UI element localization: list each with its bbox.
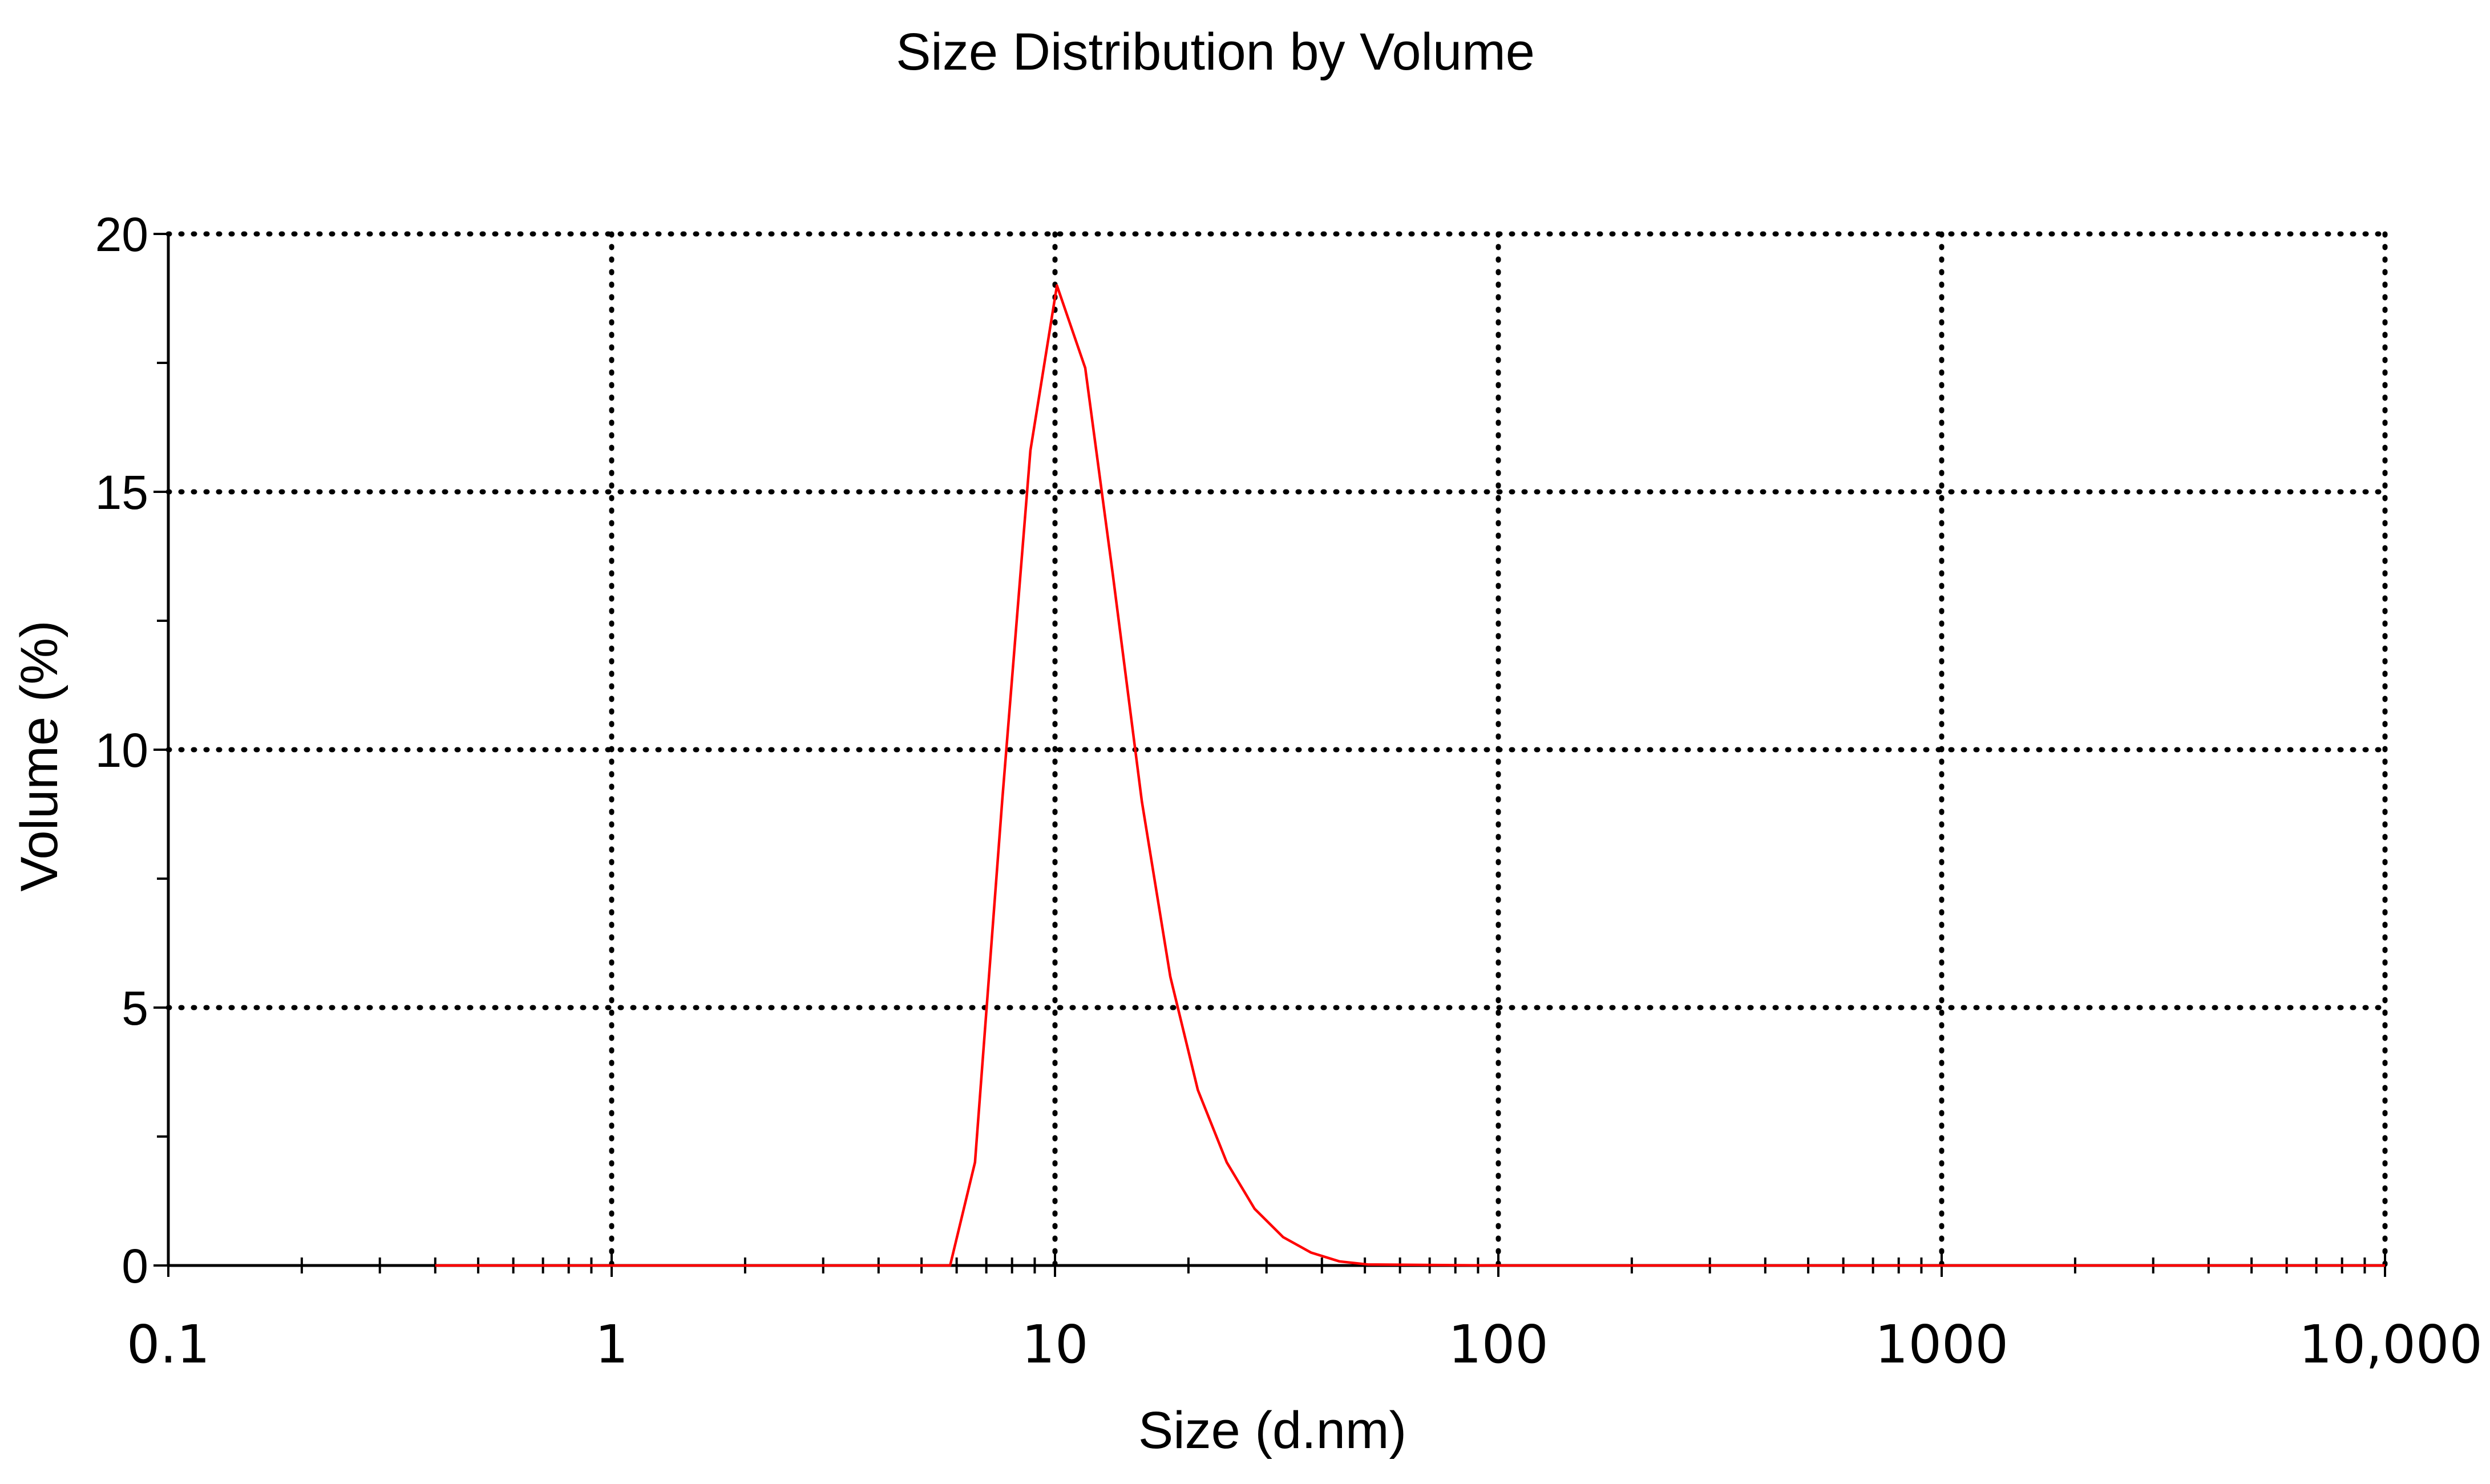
x-tick-label: 0.1 [127, 1314, 210, 1375]
y-tick-label: 15 [95, 466, 148, 519]
x-tick-label: 10,000 [2299, 1314, 2483, 1375]
y-axis-label: Volume (%) [10, 620, 68, 892]
grid [165, 231, 2388, 1268]
y-tick-label: 5 [122, 981, 148, 1035]
chart-title: Size Distribution by Volume [896, 23, 1535, 81]
y-tick-label: 0 [122, 1239, 148, 1293]
ticks [153, 233, 2386, 1277]
y-tick-label: 20 [95, 208, 148, 261]
series [435, 284, 2385, 1267]
x-tick-label: 100 [1448, 1314, 1549, 1375]
x-tick-label: 1 [595, 1314, 629, 1375]
x-tick-label: 10 [1021, 1314, 1088, 1375]
y-tick-label: 10 [95, 723, 148, 777]
tick-labels: 0 5 10 15 20 0.1 1 10 100 1000 10,000 [95, 208, 2483, 1375]
x-axis-label: Size (d.nm) [1138, 1401, 1406, 1459]
series-line [435, 284, 2385, 1267]
x-tick-label: 1000 [1875, 1314, 2008, 1375]
